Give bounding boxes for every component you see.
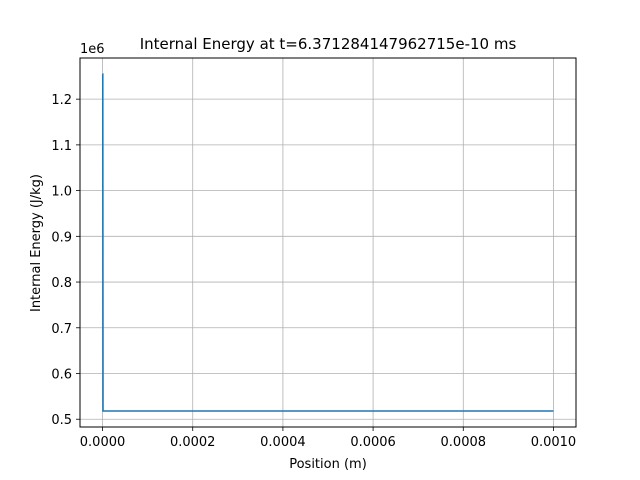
x-tick-label: 0.0002 bbox=[170, 435, 216, 450]
y-tick-label: 1.2 bbox=[51, 93, 72, 108]
y-tick-label: 0.7 bbox=[51, 322, 72, 337]
y-axis: 0.5 0.6 0.7 0.8 0.9 1.0 1.1 1.2 bbox=[51, 93, 80, 428]
x-axis-label: Position (m) bbox=[289, 457, 367, 472]
plot-frame bbox=[79, 57, 577, 428]
series-layer bbox=[101, 73, 554, 412]
x-axis: 0.0000 0.0002 0.0004 0.0006 0.0008 0.0010 bbox=[80, 427, 576, 450]
x-tick-label: 0.0006 bbox=[350, 435, 396, 450]
x-tick-label: 0.0004 bbox=[260, 435, 306, 450]
y-tick-label: 1.1 bbox=[51, 139, 72, 154]
y-axis-label: Internal Energy (J/kg) bbox=[29, 174, 44, 312]
x-tick-label: 0.0000 bbox=[80, 435, 126, 450]
chart-title: Internal Energy at t=6.371284147962715e-… bbox=[140, 35, 517, 53]
series-line bbox=[101, 73, 554, 412]
x-tick-label: 0.0010 bbox=[531, 435, 577, 450]
y-offset-text: 1e6 bbox=[80, 42, 105, 57]
y-tick-label: 0.5 bbox=[51, 413, 72, 428]
y-tick-label: 0.6 bbox=[51, 368, 72, 383]
grid bbox=[80, 58, 576, 427]
y-tick-label: 1.0 bbox=[51, 185, 72, 200]
y-tick-label: 0.9 bbox=[51, 230, 72, 245]
x-tick-label: 0.0008 bbox=[441, 435, 487, 450]
y-tick-label: 0.8 bbox=[51, 276, 72, 291]
